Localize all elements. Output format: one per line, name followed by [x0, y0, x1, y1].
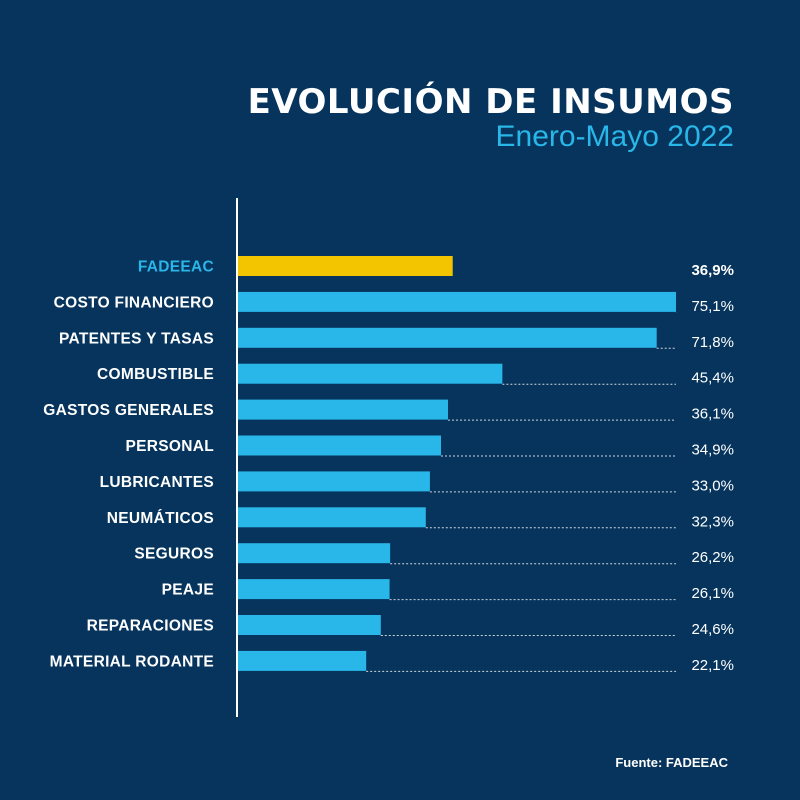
bar: [237, 399, 449, 420]
bar: [237, 543, 391, 564]
bar: [237, 291, 676, 312]
value-label: 75,1%: [691, 298, 734, 315]
bar: [237, 650, 367, 671]
category-label: FADEEAC: [138, 259, 214, 276]
value-label: 34,9%: [691, 442, 734, 459]
category-label: PERSONAL: [125, 438, 214, 455]
bar: [237, 507, 426, 528]
source-note: Fuente: FADEEAC: [615, 755, 728, 770]
value-label: 32,3%: [691, 513, 734, 530]
bar: [237, 327, 657, 348]
bar: [237, 615, 381, 635]
value-label: 36,1%: [691, 406, 734, 423]
category-label: SEGUROS: [134, 546, 214, 563]
value-label: 36,9%: [691, 262, 734, 279]
bar: [237, 256, 453, 276]
category-label: PEAJE: [162, 582, 214, 599]
category-label: NEUMÁTICOS: [107, 510, 214, 527]
value-label: 22,1%: [691, 657, 734, 674]
value-label: 26,2%: [691, 549, 734, 566]
category-label: COSTO FINANCIERO: [54, 294, 214, 311]
bar: [237, 435, 442, 456]
category-label: GASTOS GENERALES: [43, 402, 214, 419]
value-label: 33,0%: [691, 477, 734, 494]
value-label: 45,4%: [691, 370, 734, 387]
category-label: REPARACIONES: [87, 618, 214, 635]
category-label: PATENTES Y TASAS: [59, 330, 214, 347]
chart-subtitle: Enero-Mayo 2022: [495, 120, 734, 153]
category-label: COMBUSTIBLE: [97, 366, 214, 383]
category-label: MATERIAL RODANTE: [50, 653, 214, 670]
chart-title: EVOLUCIÓN DE INSUMOS: [247, 82, 734, 122]
bar: [237, 363, 503, 384]
value-label: 71,8%: [691, 334, 734, 351]
bar: [237, 579, 390, 600]
bar: [237, 471, 430, 492]
category-label: LUBRICANTES: [100, 474, 214, 491]
value-label: 26,1%: [691, 585, 734, 602]
value-label: 24,6%: [691, 621, 734, 638]
